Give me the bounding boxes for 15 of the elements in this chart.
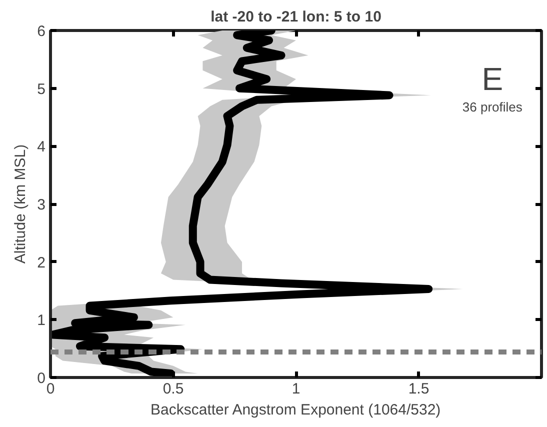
annotation: E [482, 61, 504, 98]
y-tick-label: 3 [37, 196, 46, 214]
y-tick-label: 4 [37, 138, 46, 156]
chart-title: lat -20 to -21 lon: 5 to 10 [210, 8, 382, 26]
x-tick-label: 1 [292, 380, 300, 398]
y-tick-label: 0 [37, 370, 46, 387]
y-tick-label: 2 [37, 254, 46, 272]
annotation: 36 profiles [462, 99, 523, 114]
y-tick-label: 6 [37, 23, 46, 40]
y-tick-label: 5 [37, 80, 46, 98]
y-axis-title: Altitude (km MSL) [12, 144, 30, 264]
x-axis-title: Backscatter Angstrom Exponent (1064/532) [150, 402, 441, 418]
x-tick-label: 0.5 [162, 380, 184, 398]
x-tick-label: 1.5 [408, 380, 430, 398]
y-tick-label: 1 [37, 312, 46, 330]
